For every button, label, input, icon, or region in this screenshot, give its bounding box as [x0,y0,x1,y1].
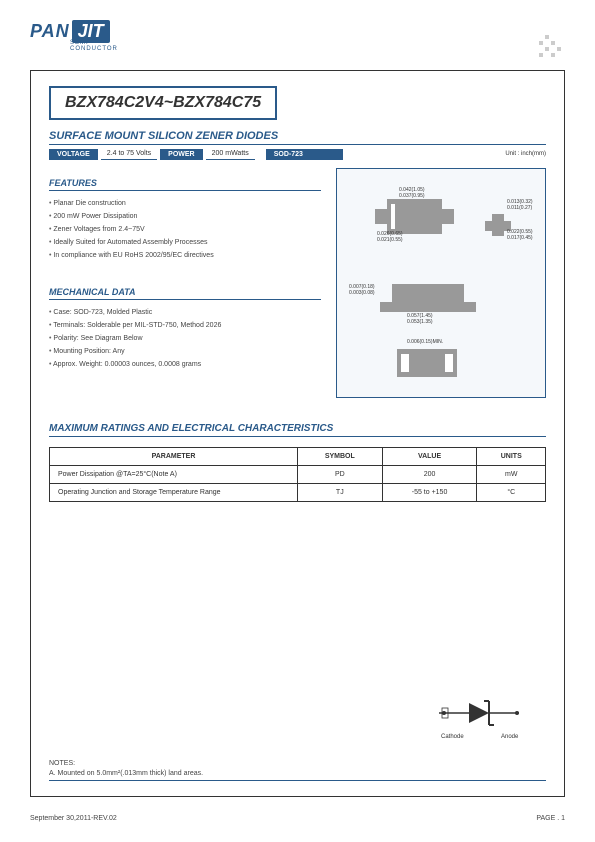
feature-item: Zener Voltages from 2.4~75V [49,223,321,236]
logo-subtitle: SEMICONDUCTOR [70,40,118,52]
cell: TJ [298,484,383,502]
dim-label: 0.003(0.08) [349,290,375,296]
power-label: POWER [160,149,202,160]
dim-label: 0.053(1.35) [407,319,433,325]
mechanical-item: Polarity: See Diagram Below [49,332,321,345]
page-footer: September 30,2011-REV.02 PAGE . 1 [30,815,565,822]
feature-item: Ideally Suited for Automated Assembly Pr… [49,236,321,249]
mechanical-list: Case: SOD-723, Molded Plastic Terminals:… [49,306,321,371]
col-header: SYMBOL [298,448,383,466]
left-column: FEATURES Planar Die construction 200 mW … [49,168,321,398]
cell: 200 [382,466,477,484]
cathode-label: Cathode [441,734,464,740]
mechanical-item: Mounting Position: Any [49,345,321,358]
product-subtitle: SURFACE MOUNT SILICON ZENER DIODES [49,130,546,145]
features-header: FEATURES [49,178,321,191]
diode-symbol: Cathode Anode [439,698,529,738]
ratings-table: PARAMETER SYMBOL VALUE UNITS Power Dissi… [49,447,546,502]
decorative-pixels [525,35,565,65]
mechanical-item: Approx. Weight: 0.00003 ounces, 0.0008 g… [49,358,321,371]
dim-label: 0.021(0.55) [377,237,403,243]
mechanical-header: MECHANICAL DATA [49,287,321,300]
voltage-label: VOLTAGE [49,149,98,160]
mechanical-item: Terminals: Solderable per MIL-STD-750, M… [49,319,321,332]
cell: Power Dissipation @TA=25°C(Note A) [50,466,298,484]
cell: PD [298,466,383,484]
spec-row: VOLTAGE 2.4 to 75 Volts POWER 200 mWatts… [49,148,546,160]
right-column: 0.042(1.05) 0.037(0.95) 0.026(0.65) 0.02… [336,168,546,398]
page-frame: BZX784C2V4~BZX784C75 SURFACE MOUNT SILIC… [30,70,565,797]
cell: °C [477,484,546,502]
notes-section: NOTES: A. Mounted on 5.0mm²(.013mm thick… [49,760,546,781]
package-label: SOD-723 [266,149,343,160]
dim-label: 0.006(0.15)MIN. [407,339,443,345]
feature-item: Planar Die construction [49,197,321,210]
col-header: PARAMETER [50,448,298,466]
logo-pan-text: PAN [30,21,70,42]
cell: -55 to +150 [382,484,477,502]
part-number-title: BZX784C2V4~BZX784C75 [49,86,277,120]
cell: Operating Junction and Storage Temperatu… [50,484,298,502]
features-list: Planar Die construction 200 mW Power Dis… [49,197,321,262]
anode-label: Anode [501,734,519,740]
voltage-value: 2.4 to 75 Volts [101,148,157,160]
feature-item: 200 mW Power Dissipation [49,210,321,223]
col-header: VALUE [382,448,477,466]
ratings-header: MAXIMUM RATINGS AND ELECTRICAL CHARACTER… [49,423,546,437]
footer-date: September 30,2011-REV.02 [30,815,117,822]
dim-label: 0.011(0.27) [507,205,532,211]
table-row: Power Dissipation @TA=25°C(Note A) PD 20… [50,466,546,484]
feature-item: In compliance with EU RoHS 2002/95/EC di… [49,249,321,262]
dim-label: 0.037(0.95) [399,193,425,199]
unit-label: Unit : inch(mm) [505,151,546,157]
notes-header: NOTES: [49,760,546,767]
footer-page: PAGE . 1 [536,815,565,822]
mechanical-item: Case: SOD-723, Molded Plastic [49,306,321,319]
col-header: UNITS [477,448,546,466]
dim-label: 0.017(0.45) [507,235,533,241]
table-row: Operating Junction and Storage Temperatu… [50,484,546,502]
power-value: 200 mWatts [206,148,255,160]
notes-text: A. Mounted on 5.0mm²(.013mm thick) land … [49,767,546,781]
package-diagram: 0.042(1.05) 0.037(0.95) 0.026(0.65) 0.02… [336,168,546,398]
cell: mW [477,466,546,484]
